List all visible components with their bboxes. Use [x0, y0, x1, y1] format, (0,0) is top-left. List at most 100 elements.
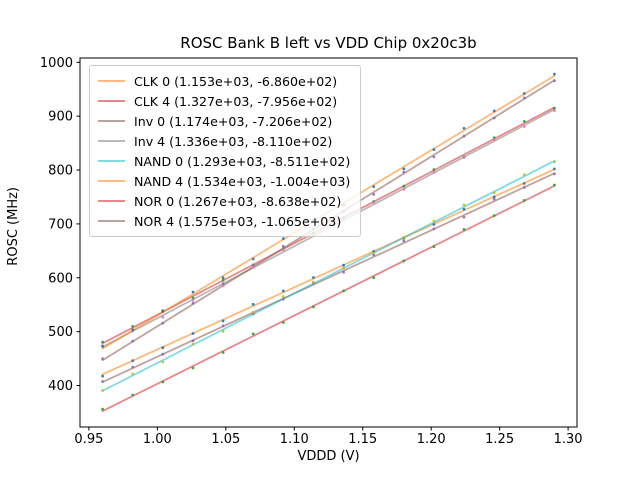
data-point-nor-0: [161, 380, 165, 384]
x-tick-label: 1.10: [280, 432, 309, 447]
data-point-inv-4: [161, 315, 165, 319]
data-point-nand-4: [553, 72, 556, 76]
data-point-nor-0: [402, 259, 406, 263]
data-point-nand-0: [161, 360, 165, 364]
data-point-nand-4: [161, 310, 165, 313]
data-point-nand-0: [462, 203, 466, 207]
data-point-nand-0: [131, 372, 135, 376]
data-point-inv-4: [372, 201, 376, 205]
data-point-nor-4: [462, 134, 466, 138]
x-tick-label: 1.20: [417, 432, 446, 447]
axes-spines: [79, 57, 578, 428]
legend-line-swatch: [98, 120, 125, 122]
chart-title: ROSC Bank B left vs VDD Chip 0x20c3b: [180, 34, 477, 52]
data-point-nor-4: [281, 244, 285, 248]
data-point-clk-4: [553, 106, 556, 110]
data-point-nor-4: [191, 301, 195, 305]
legend-line-swatch: [98, 80, 125, 82]
data-point-nand-4: [221, 276, 225, 280]
data-point-nor-4: [131, 339, 135, 343]
x-tick-label: 1.00: [143, 432, 172, 447]
legend-label: Inv 0 (1.174e+03, -7.206e+02): [134, 113, 333, 129]
data-point-clk-4: [432, 168, 436, 171]
data-point-inv-0: [432, 227, 436, 231]
y-tick-label: 800: [48, 164, 73, 179]
series-line-nand-0: [101, 160, 556, 392]
y-tick-label: 900: [48, 110, 73, 125]
series-line-inv-0: [101, 172, 556, 383]
data-point-clk-0: [221, 319, 225, 323]
data-point-nor-4: [251, 263, 255, 267]
data-point-nand-0: [191, 342, 195, 346]
data-point-inv-4: [462, 156, 466, 160]
data-point-nor-0: [251, 332, 255, 336]
data-point-nor-0: [191, 366, 195, 370]
data-point-nor-4: [492, 116, 496, 120]
data-point-clk-0: [522, 182, 526, 185]
data-point-inv-4: [522, 125, 526, 128]
legend-item-nor-4: NOR 4 (1.575e+03, -1.065e+03): [98, 211, 350, 231]
data-point-inv-4: [553, 109, 556, 113]
legend-line-swatch: [98, 100, 125, 102]
data-point-nand-0: [522, 173, 526, 177]
x-axis-label: VDDD (V): [297, 449, 360, 464]
data-point-nor-0: [101, 407, 104, 411]
data-point-inv-4: [402, 188, 406, 191]
data-point-clk-0: [462, 207, 466, 211]
data-point-nor-0: [492, 214, 496, 218]
data-point-nor-0: [553, 183, 556, 187]
data-point-clk-0: [191, 332, 195, 335]
legend-item-inv-4: Inv 4 (1.336e+03, -8.110e+02): [98, 131, 350, 151]
data-point-clk-4: [492, 136, 496, 140]
data-point-clk-0: [432, 223, 436, 226]
data-point-inv-4: [221, 284, 225, 288]
data-point-clk-4: [131, 324, 135, 328]
legend-line-swatch: [98, 160, 125, 162]
x-tick-label: 1.25: [485, 432, 514, 447]
legend-label: NAND 4 (1.534e+03, -1.004e+03): [134, 173, 351, 189]
data-point-nor-4: [221, 282, 225, 286]
data-point-inv-4: [281, 248, 285, 252]
data-point-nand-4: [372, 185, 376, 189]
legend-label: NOR 0 (1.267e+03, -8.638e+02): [134, 193, 342, 209]
x-tick-label: 0.95: [74, 432, 103, 447]
x-tick-label: 1.30: [554, 432, 583, 447]
data-point-inv-0: [462, 215, 466, 219]
legend-item-clk-0: CLK 0 (1.153e+03, -6.860e+02): [98, 71, 350, 91]
data-point-clk-0: [251, 302, 255, 306]
data-point-nand-4: [101, 345, 104, 348]
y-tick-label: 700: [48, 217, 73, 232]
data-point-clk-4: [101, 340, 104, 344]
data-point-nor-4: [372, 193, 376, 196]
y-axis-label: ROSC (MHz): [6, 187, 21, 266]
data-point-clk-0: [131, 359, 135, 363]
data-point-inv-0: [191, 339, 195, 343]
data-point-nor-4: [522, 96, 526, 100]
legend-label: NAND 0 (1.293e+03, -8.511e+02): [134, 153, 351, 169]
data-point-nand-0: [342, 266, 345, 270]
data-point-clk-0: [101, 374, 104, 378]
data-point-nand-0: [101, 389, 104, 392]
data-point-inv-4: [492, 138, 496, 142]
data-point-clk-4: [191, 296, 195, 300]
data-point-inv-0: [492, 197, 496, 201]
data-point-nand-0: [402, 236, 406, 239]
data-point-inv-0: [131, 365, 135, 369]
data-point-nand-0: [281, 295, 285, 299]
legend-item-nor-0: NOR 0 (1.267e+03, -8.638e+02): [98, 191, 350, 211]
data-point-nand-4: [281, 237, 285, 241]
y-tick-label: 1000: [40, 56, 73, 71]
data-point-nor-0: [312, 305, 315, 309]
data-point-nand-0: [492, 191, 496, 195]
data-point-nand-0: [312, 280, 315, 284]
data-point-nor-4: [101, 357, 104, 361]
data-point-inv-4: [191, 298, 195, 302]
data-point-nand-4: [462, 126, 466, 130]
data-point-nand-0: [251, 311, 255, 314]
data-point-nand-4: [492, 109, 496, 113]
data-point-nand-4: [191, 290, 195, 294]
data-point-nor-4: [402, 170, 406, 174]
data-point-nand-4: [432, 148, 436, 152]
data-point-inv-0: [101, 380, 104, 383]
